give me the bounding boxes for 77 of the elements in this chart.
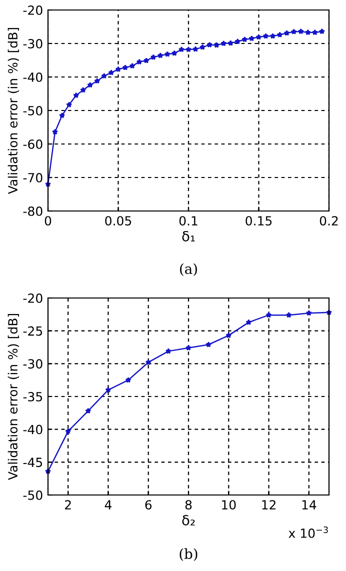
point xyxy=(312,29,318,36)
point xyxy=(185,46,192,52)
point xyxy=(52,128,58,135)
y-tick-label: -50 xyxy=(23,490,42,500)
point xyxy=(206,42,213,48)
y-tick-label: -60 xyxy=(23,139,42,149)
text: (a) xyxy=(180,263,197,276)
point xyxy=(262,33,269,39)
x-tick-label: 2 xyxy=(65,500,71,510)
y-tick-label: -35 xyxy=(23,392,42,402)
point xyxy=(220,40,227,46)
x-tick-label: 10 xyxy=(222,500,236,510)
point xyxy=(246,319,252,325)
x-tick-label: 0.1 xyxy=(179,216,198,226)
x-tick-label: 12 xyxy=(262,500,276,510)
point xyxy=(136,58,142,65)
point xyxy=(157,52,164,58)
point xyxy=(94,78,100,84)
y-axis-title: Validation error (in %) [dB] xyxy=(8,28,19,194)
point xyxy=(105,386,112,393)
point xyxy=(206,342,212,348)
text: (b) xyxy=(180,548,198,561)
x-axis-title: δ₁ xyxy=(182,230,195,242)
point xyxy=(101,72,108,79)
point xyxy=(256,34,262,40)
point xyxy=(145,359,152,366)
point xyxy=(248,35,255,42)
point xyxy=(270,33,276,39)
point xyxy=(108,70,114,76)
point xyxy=(59,112,66,118)
point xyxy=(165,348,172,354)
y-tick-label: -20 xyxy=(23,5,42,15)
point xyxy=(85,408,92,414)
y-tick-label: -70 xyxy=(23,172,42,182)
point xyxy=(115,66,122,72)
point xyxy=(286,312,292,318)
y-tick-label: -80 xyxy=(23,206,42,216)
x-axis-title: δ₂ xyxy=(182,514,195,526)
x-tick-label: 0.15 xyxy=(246,216,272,226)
point xyxy=(200,44,206,50)
point xyxy=(228,40,234,46)
y-tick-label: -20 xyxy=(23,293,42,303)
point xyxy=(73,92,80,98)
y-tick-label: -40 xyxy=(23,72,42,82)
point xyxy=(266,312,272,318)
x-tick-label: 8 xyxy=(185,500,192,510)
point xyxy=(214,42,220,48)
y-tick-label: -25 xyxy=(23,326,42,336)
point xyxy=(80,86,86,93)
point xyxy=(298,28,304,34)
point xyxy=(185,344,192,351)
y-tick-label: -45 xyxy=(23,458,42,468)
point xyxy=(65,428,72,434)
point xyxy=(150,54,156,60)
x-tick-label: 4 xyxy=(104,500,112,510)
point xyxy=(192,46,199,52)
x-tick-label: 0.2 xyxy=(320,216,338,226)
y-tick-label: -30 xyxy=(23,38,42,48)
point xyxy=(87,82,94,88)
y-tick-label: -30 xyxy=(23,359,42,369)
point xyxy=(234,38,241,44)
point xyxy=(226,332,232,338)
point xyxy=(178,46,184,52)
y-tick-label: -50 xyxy=(23,106,42,116)
point xyxy=(318,28,325,34)
point xyxy=(66,102,72,108)
point xyxy=(164,51,170,57)
x-tick-label: 0.05 xyxy=(105,216,132,226)
x-tick-label: 0 xyxy=(44,216,52,226)
x-tick-label: 6 xyxy=(145,500,152,510)
y-axis-title: Validation error (in %) [dB] xyxy=(8,314,19,480)
point xyxy=(129,62,136,69)
point xyxy=(276,32,283,38)
text: x 10$^{−3}$ xyxy=(288,526,328,538)
y-tick-label: -40 xyxy=(23,424,42,434)
x-tick-label: 14 xyxy=(302,500,316,510)
point xyxy=(242,36,248,42)
